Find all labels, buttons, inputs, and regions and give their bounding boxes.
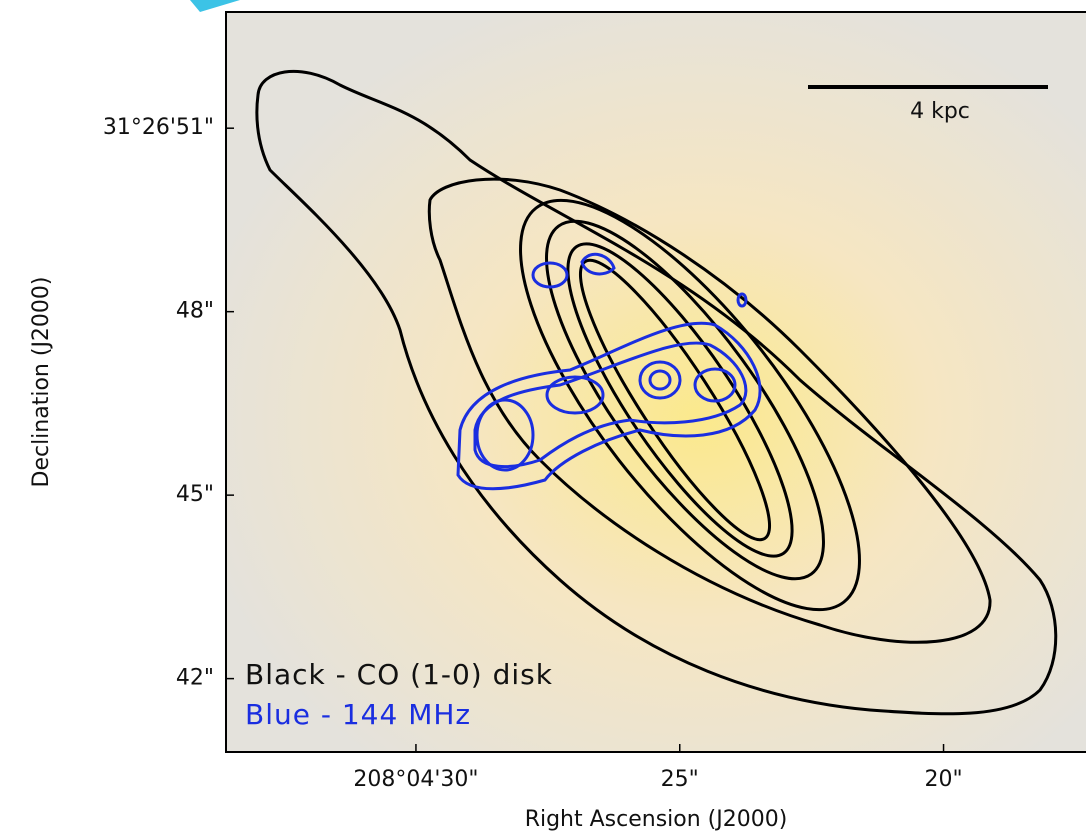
contour (578, 258, 772, 542)
contour (255, 70, 1058, 716)
co-contours (255, 70, 1058, 716)
contour (473, 341, 748, 469)
y-tick-label: 48" (176, 299, 214, 324)
corner-mark (190, 0, 240, 12)
frame (225, 11, 1086, 753)
contour (736, 292, 748, 308)
contour (456, 321, 762, 491)
contour (580, 252, 616, 276)
contour (531, 261, 569, 289)
y-tick-label: 31°26'51" (103, 115, 214, 140)
y-tick-label: 42" (176, 666, 214, 691)
contour (638, 360, 682, 400)
x-axis-label: Right Ascension (J2000) (525, 807, 788, 832)
x-tick-label: 25" (661, 767, 699, 792)
contour (545, 219, 825, 581)
contour (427, 177, 992, 644)
legend-entry: Black - CO (1-0) disk (245, 658, 553, 691)
x-tick-label: 208°04'30" (353, 767, 478, 792)
radio-contours (456, 252, 762, 491)
y-tick-label: 45" (176, 482, 214, 507)
contour (475, 398, 535, 472)
x-tick-label: 20" (924, 767, 962, 792)
y-axis-label: Declination (J2000) (29, 277, 54, 488)
legend-entry: Blue - 144 MHz (245, 698, 471, 731)
contour (519, 198, 861, 612)
contour (545, 375, 605, 415)
scale-bar-label: 4 kpc (910, 99, 970, 124)
contour (648, 369, 672, 391)
image-background (226, 12, 1086, 752)
contour (693, 367, 737, 403)
